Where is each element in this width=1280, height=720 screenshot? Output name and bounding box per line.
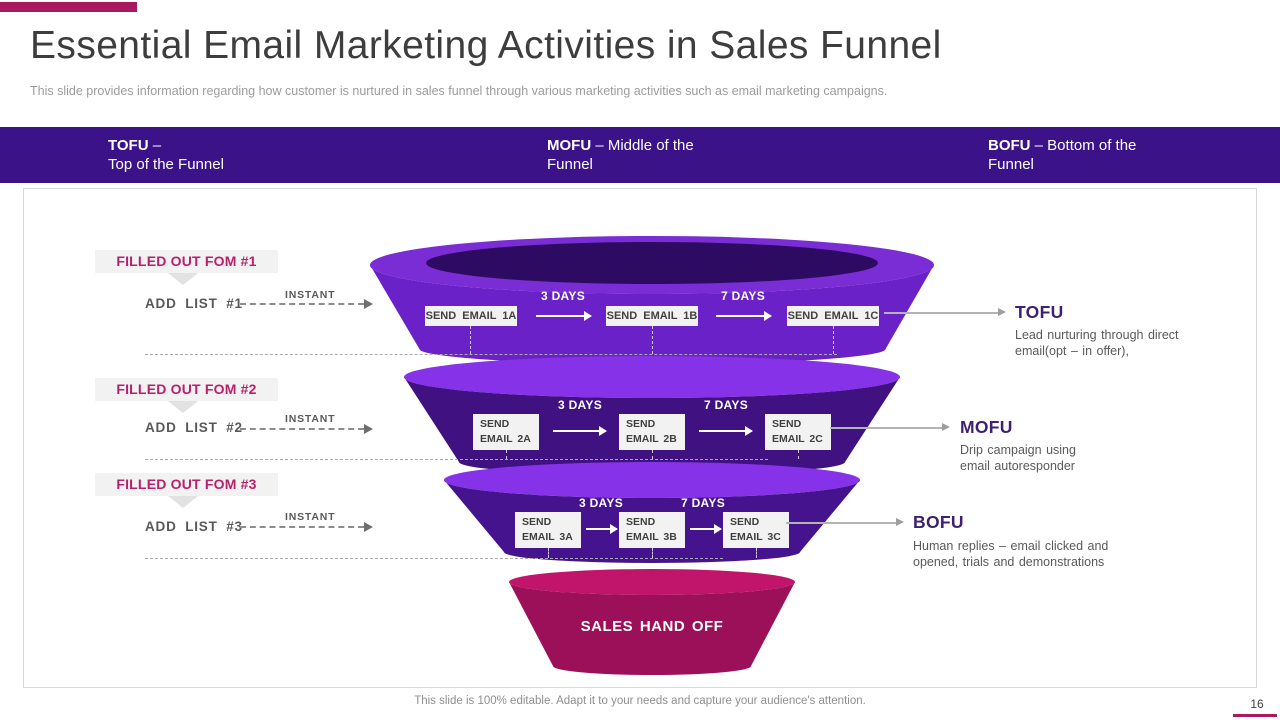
tier1-mouth xyxy=(426,242,878,284)
filled-out-form-2-banner: FILLED OUT FOM #2 xyxy=(95,378,278,401)
band-item-tofu: TOFU – Top of the Funnel xyxy=(108,136,224,174)
tier1-guide-line xyxy=(145,354,837,355)
sequence-arrow-icon xyxy=(716,311,772,321)
page-number-underline xyxy=(1233,714,1277,717)
bofu-pointer-arrow xyxy=(786,518,904,526)
tier2-rim xyxy=(404,356,900,398)
filled-out-form-3-banner: FILLED OUT FOM #3 xyxy=(95,473,278,496)
arrow-head-icon xyxy=(896,518,904,526)
instant-label-2: INSTANT xyxy=(285,413,336,425)
sequence-arrow-icon xyxy=(699,426,753,436)
sequence-arrow-icon xyxy=(690,524,722,534)
sales-handoff-label: SALES HAND OFF xyxy=(580,618,724,635)
email-step-1b: SEND EMAIL 1B xyxy=(606,306,698,326)
accent-bar xyxy=(0,2,137,12)
email-step-1c: SEND EMAIL 1C xyxy=(787,306,879,326)
band-mofu-line1: MOFU – Middle of the xyxy=(547,137,694,154)
legend-band: TOFU – Top of the Funnel MOFU – Middle o… xyxy=(0,127,1280,183)
slide-subtitle: This slide provides information regardin… xyxy=(30,84,888,98)
tofu-pointer-arrow xyxy=(884,308,1006,316)
instant-arrow-1 xyxy=(240,299,373,309)
add-list-2-label: ADD LIST #2 xyxy=(145,420,243,435)
email-step-3c: SEND EMAIL 3C xyxy=(723,512,789,548)
footer-note: This slide is 100% editable. Adapt it to… xyxy=(414,695,866,707)
handoff-rim xyxy=(509,569,795,595)
add-list-1-label: ADD LIST #1 xyxy=(145,296,243,311)
email-2b-drop-line xyxy=(652,450,653,459)
interval-label-1-1: 3 DAYS xyxy=(540,289,586,303)
tier3-guide-line xyxy=(145,558,723,559)
arrow-head-icon xyxy=(610,524,618,534)
interval-label-2-1: 3 DAYS xyxy=(557,398,603,412)
arrow-head-icon xyxy=(364,424,373,434)
page-number: 16 xyxy=(1250,697,1264,711)
arrow-head-icon xyxy=(584,311,592,321)
email-step-3b: SEND EMAIL 3B xyxy=(619,512,685,548)
email-1b-drop-line xyxy=(652,326,653,354)
interval-label-1-2: 7 DAYS xyxy=(720,289,766,303)
email-2a-drop-line xyxy=(506,450,507,459)
interval-label-2-2: 7 DAYS xyxy=(703,398,749,412)
handoff-body xyxy=(509,582,795,675)
banner-1-chevron-icon xyxy=(168,273,198,285)
interval-label-3-2: 7 DAYS xyxy=(680,496,726,510)
instant-arrow-2 xyxy=(240,424,373,434)
band-bofu-line2: Funnel xyxy=(988,156,1034,173)
email-step-1a: SEND EMAIL 1A xyxy=(425,306,517,326)
email-3a-drop-line xyxy=(548,548,549,558)
page-title: Essential Email Marketing Activities in … xyxy=(30,24,942,67)
arrow-head-icon xyxy=(599,426,607,436)
instant-arrow-3 xyxy=(240,522,373,532)
tier2-guide-line xyxy=(145,459,768,460)
mofu-heading: MOFU xyxy=(960,417,1013,437)
bofu-heading: BOFU xyxy=(913,512,964,532)
mofu-pointer-arrow xyxy=(830,423,950,431)
arrow-head-icon xyxy=(714,524,722,534)
email-step-2a: SEND EMAIL 2A xyxy=(473,414,539,450)
tofu-description: Lead nurturing through direct email(opt … xyxy=(1015,328,1179,358)
email-1c-drop-line xyxy=(833,326,834,354)
sequence-arrow-icon xyxy=(553,426,607,436)
band-tofu-line2: Top of the Funnel xyxy=(108,156,224,173)
band-item-bofu: BOFU – Bottom of the Funnel xyxy=(988,136,1136,174)
email-3b-drop-line xyxy=(652,548,653,558)
bofu-description: Human replies – email clicked and opened… xyxy=(913,539,1109,569)
interval-label-3-1: 3 DAYS xyxy=(578,496,624,510)
arrow-head-icon xyxy=(998,308,1006,316)
sequence-arrow-icon xyxy=(536,311,592,321)
mofu-description: Drip campaign using email autoresponder xyxy=(960,443,1076,473)
email-step-2c: SEND EMAIL 2C xyxy=(765,414,831,450)
email-step-3a: SEND EMAIL 3A xyxy=(515,512,581,548)
tofu-heading: TOFU xyxy=(1015,302,1064,322)
band-item-mofu: MOFU – Middle of the Funnel xyxy=(547,136,694,174)
add-list-3-label: ADD LIST #3 xyxy=(145,519,243,534)
filled-out-form-1-banner: FILLED OUT FOM #1 xyxy=(95,250,278,273)
arrow-head-icon xyxy=(364,299,373,309)
tier3-rim xyxy=(444,462,860,498)
sequence-arrow-icon xyxy=(586,524,618,534)
instant-label-3: INSTANT xyxy=(285,511,336,523)
arrow-head-icon xyxy=(764,311,772,321)
instant-label-1: INSTANT xyxy=(285,289,336,301)
arrow-head-icon xyxy=(364,522,373,532)
email-3c-drop-line xyxy=(756,548,757,558)
band-tofu-line1: TOFU – xyxy=(108,137,162,154)
email-step-2b: SEND EMAIL 2B xyxy=(619,414,685,450)
banner-2-chevron-icon xyxy=(168,401,198,413)
band-mofu-line2: Funnel xyxy=(547,156,593,173)
arrow-head-icon xyxy=(745,426,753,436)
email-1a-drop-line xyxy=(470,326,471,354)
banner-3-chevron-icon xyxy=(168,496,198,508)
email-2c-drop-line xyxy=(798,450,799,459)
arrow-head-icon xyxy=(942,423,950,431)
band-bofu-line1: BOFU – Bottom of the xyxy=(988,137,1137,154)
